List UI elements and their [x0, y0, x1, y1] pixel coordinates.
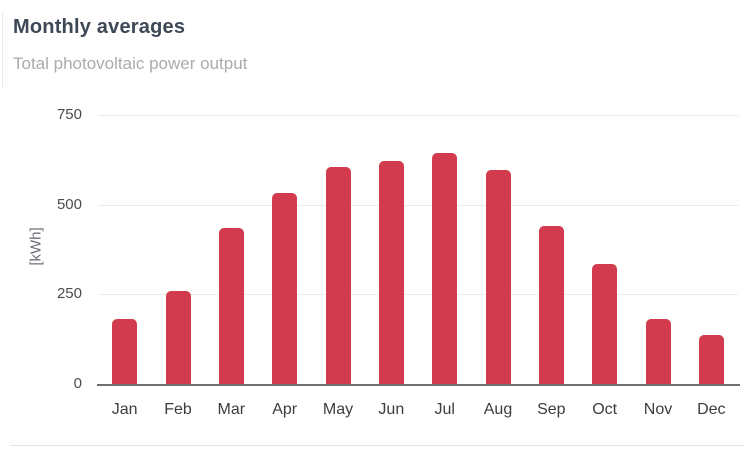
bar-mar[interactable]: [218, 228, 244, 384]
plot-area: [97, 115, 740, 386]
gridline-250: [98, 294, 738, 296]
y-axis-label: [kWh]: [27, 227, 45, 266]
bar-dec[interactable]: [698, 335, 724, 384]
x-label-aug: Aug: [483, 401, 513, 418]
x-label-apr: Apr: [272, 401, 298, 418]
x-axis-baseline: [97, 384, 740, 386]
y-tick-500: 500: [56, 195, 82, 213]
bar-apr[interactable]: [272, 192, 298, 384]
x-label-mar: Mar: [217, 401, 246, 418]
chart-title: Monthly averages: [13, 16, 186, 38]
bar-nov[interactable]: [645, 318, 671, 384]
bar-jan[interactable]: [112, 319, 138, 384]
x-label-dec: Dec: [697, 401, 726, 418]
y-tick-750: 750: [56, 106, 82, 123]
x-label-jun: Jun: [378, 401, 405, 418]
bar-sep[interactable]: [538, 226, 564, 384]
bar-may[interactable]: [325, 166, 351, 384]
y-tick-250: 250: [56, 285, 82, 303]
bar-jul[interactable]: [432, 152, 458, 384]
gridline-500: [98, 204, 738, 206]
bar-aug[interactable]: [485, 169, 511, 384]
chart-subtitle: Total photovoltaic power output: [13, 54, 248, 73]
gridline-750: [98, 115, 738, 116]
bar-oct[interactable]: [592, 263, 618, 384]
y-tick-0: 0: [73, 375, 82, 392]
card-left-edge: [2, 12, 3, 88]
x-label-jul: Jul: [434, 401, 455, 418]
x-label-oct: Oct: [592, 401, 618, 418]
x-label-nov: Nov: [643, 401, 673, 418]
bar-jun[interactable]: [378, 160, 404, 384]
x-label-feb: Feb: [164, 401, 192, 418]
x-label-may: May: [322, 401, 354, 418]
x-label-sep: Sep: [537, 401, 566, 418]
card-bottom-divider: [10, 445, 744, 446]
x-label-jan: Jan: [111, 401, 138, 418]
bar-feb[interactable]: [165, 290, 191, 384]
